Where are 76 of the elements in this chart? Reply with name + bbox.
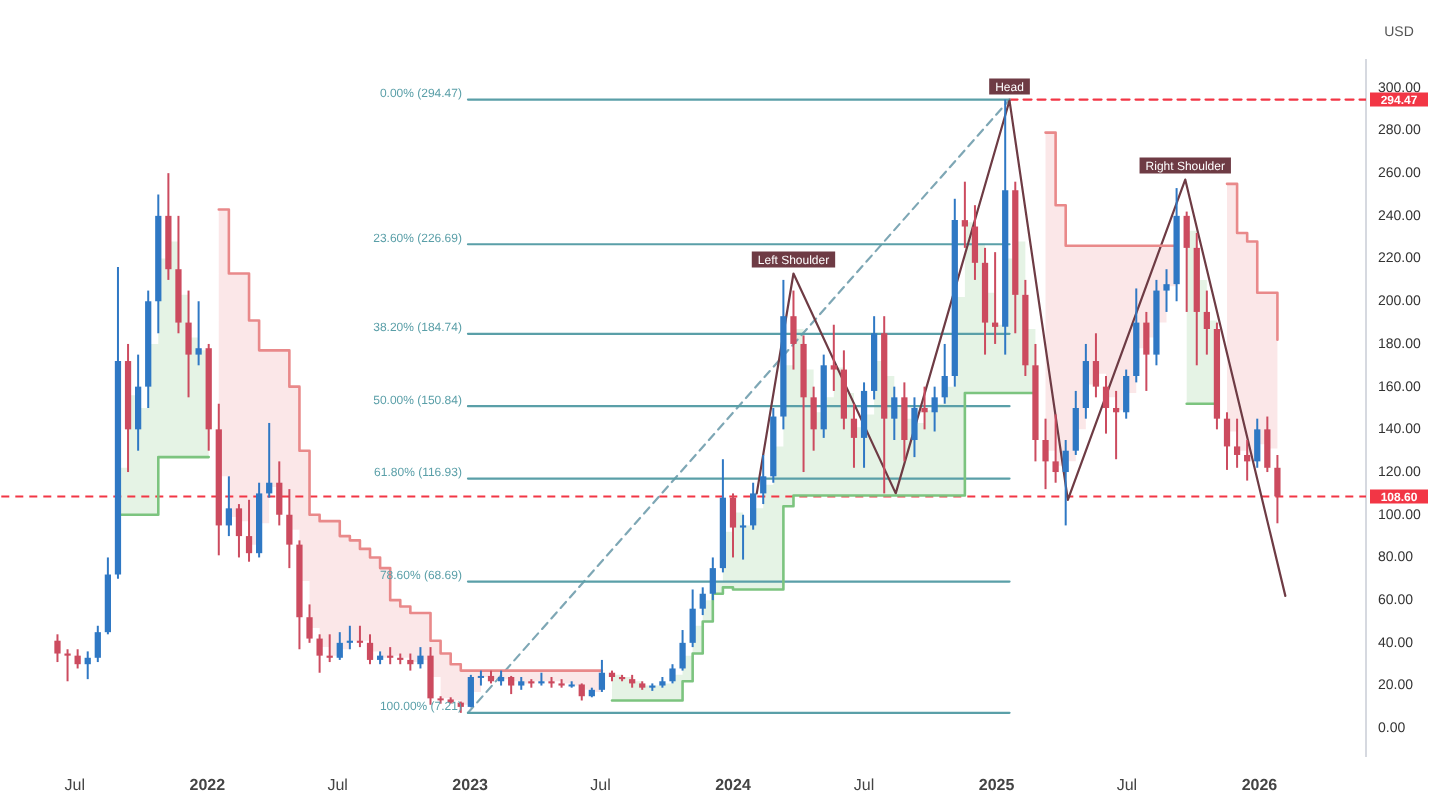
candlestick (1264, 415, 1271, 474)
candlestick (1082, 342, 1089, 420)
x-tick-label: Jul (64, 776, 86, 795)
candlestick (64, 648, 71, 683)
candlestick (1233, 417, 1241, 469)
candlestick (74, 648, 81, 670)
candlestick (729, 492, 737, 559)
candlestick (810, 385, 817, 452)
candlestick (1123, 368, 1130, 420)
candlestick (54, 633, 61, 664)
candlestick (699, 586, 706, 617)
candlestick (427, 646, 434, 706)
candlestick (1102, 374, 1110, 435)
candlestick (830, 323, 837, 392)
candlestick (195, 300, 202, 367)
candlestick (84, 650, 91, 681)
candlestick (790, 289, 797, 371)
candlestick (245, 498, 253, 563)
candlestick (1274, 453, 1281, 525)
candlestick (346, 624, 353, 651)
x-tick-label: Jul (1116, 776, 1138, 795)
candlestick (286, 488, 293, 570)
candlestick (508, 674, 515, 696)
candlestick (417, 646, 424, 670)
candlestick (1092, 332, 1100, 399)
candlestick (336, 631, 343, 661)
candlestick (931, 385, 938, 433)
candlestick (1072, 389, 1079, 456)
candlestick (1254, 417, 1261, 469)
candlestick (689, 588, 696, 649)
candlestick (860, 381, 868, 469)
candlestick (941, 342, 948, 405)
x-tick-label: Jul (853, 776, 875, 795)
x-tick-label: 2023 (452, 776, 490, 795)
candlestick (326, 633, 333, 664)
candlestick (1223, 411, 1231, 471)
candlestick (225, 475, 232, 538)
candlestick (1042, 417, 1049, 491)
candlestick (185, 289, 192, 399)
candlestick (1163, 268, 1170, 313)
candlestick (235, 503, 243, 559)
candlestick (356, 624, 364, 649)
x-tick-label: 2025 (978, 776, 1016, 795)
candlestick (94, 624, 101, 664)
candlestick (679, 629, 686, 672)
candlestick (669, 663, 676, 685)
candlestick (135, 353, 142, 452)
x-tick-label: Jul (590, 776, 612, 795)
candlestick (366, 633, 374, 666)
candlestick (266, 421, 273, 499)
candlestick (850, 402, 858, 469)
candlestick (1203, 289, 1210, 356)
candlestick (921, 385, 928, 431)
candlestick (598, 658, 606, 693)
candlestick (750, 481, 757, 531)
candlestick (306, 603, 313, 644)
candlestick (1052, 413, 1059, 484)
candlestick (467, 673, 474, 709)
x-tick-label: 2026 (1241, 776, 1279, 795)
candlestick (1143, 310, 1150, 392)
candlestick (276, 460, 283, 527)
candlestick (961, 180, 968, 249)
candlestick (911, 396, 918, 459)
candlestick (760, 453, 767, 506)
candlestick (1062, 439, 1069, 527)
x-tick-label: 2024 (715, 776, 752, 795)
candlestick (1244, 439, 1251, 482)
candlestick (709, 556, 716, 602)
candlestick (739, 513, 747, 561)
x-tick-label: Jul (327, 776, 349, 795)
candlestick (971, 204, 979, 281)
candlestick (1183, 210, 1190, 313)
x-tick-label: 2022 (189, 776, 227, 795)
candlestick (901, 381, 908, 463)
candlestick (891, 385, 898, 442)
candlestick (316, 633, 323, 674)
